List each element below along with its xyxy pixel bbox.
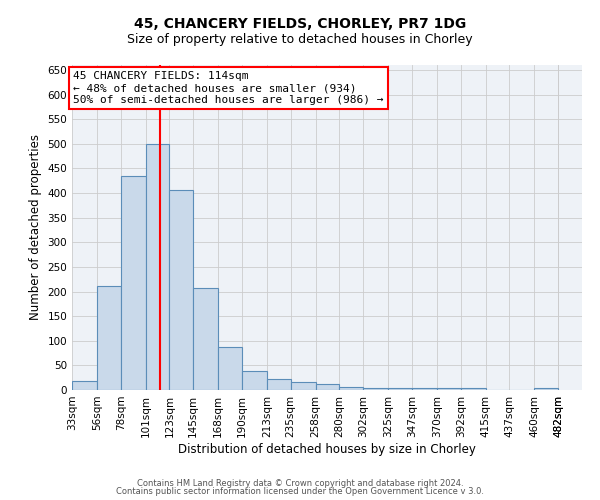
Bar <box>267 379 291 390</box>
Bar <box>242 372 267 390</box>
Bar <box>363 388 388 390</box>
Bar <box>146 144 169 390</box>
Bar <box>535 388 558 390</box>
Bar <box>193 288 218 390</box>
Bar <box>169 190 193 390</box>
Bar <box>316 384 340 390</box>
Text: Contains public sector information licensed under the Open Government Licence v : Contains public sector information licen… <box>116 487 484 496</box>
Bar <box>218 347 242 390</box>
Text: Contains HM Land Registry data © Crown copyright and database right 2024.: Contains HM Land Registry data © Crown c… <box>137 478 463 488</box>
Bar <box>388 388 412 390</box>
Text: 45 CHANCERY FIELDS: 114sqm
← 48% of detached houses are smaller (934)
50% of sem: 45 CHANCERY FIELDS: 114sqm ← 48% of deta… <box>73 72 383 104</box>
Bar <box>340 387 363 390</box>
Y-axis label: Number of detached properties: Number of detached properties <box>29 134 42 320</box>
Bar <box>121 176 146 390</box>
Text: 45, CHANCERY FIELDS, CHORLEY, PR7 1DG: 45, CHANCERY FIELDS, CHORLEY, PR7 1DG <box>134 18 466 32</box>
Bar <box>412 388 437 390</box>
X-axis label: Distribution of detached houses by size in Chorley: Distribution of detached houses by size … <box>178 442 476 456</box>
Bar <box>72 381 97 390</box>
Bar <box>461 388 485 390</box>
Text: Size of property relative to detached houses in Chorley: Size of property relative to detached ho… <box>127 32 473 46</box>
Bar <box>291 382 316 390</box>
Bar <box>437 388 461 390</box>
Bar <box>97 286 121 390</box>
